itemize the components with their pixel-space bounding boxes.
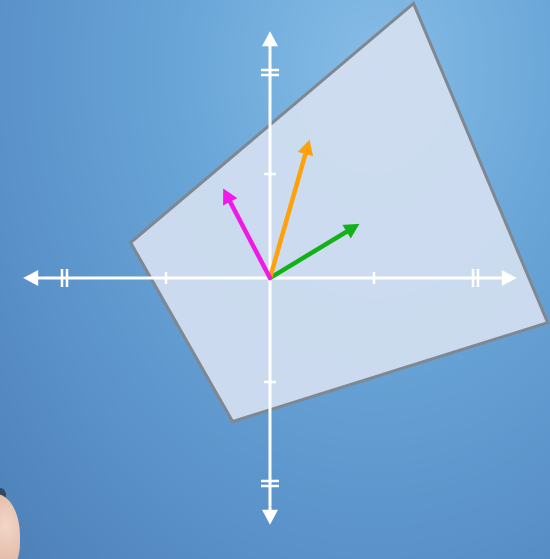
x-axis-arrow-left bbox=[23, 270, 39, 286]
vector-magenta bbox=[223, 188, 273, 281]
presenter-hand bbox=[0, 494, 20, 559]
vector-green-arrowhead bbox=[342, 223, 360, 239]
y-axis-arrow-down bbox=[262, 509, 278, 525]
y-axis-arrow-up bbox=[262, 31, 278, 47]
vector-magenta-arrowhead bbox=[223, 188, 238, 206]
rotated-square bbox=[128, 0, 550, 424]
vector-orange-arrowhead bbox=[297, 139, 314, 157]
vectors bbox=[223, 139, 360, 281]
x-axis-arrow-right bbox=[501, 270, 517, 286]
vector-green bbox=[267, 223, 360, 281]
vector-orange bbox=[267, 139, 314, 281]
